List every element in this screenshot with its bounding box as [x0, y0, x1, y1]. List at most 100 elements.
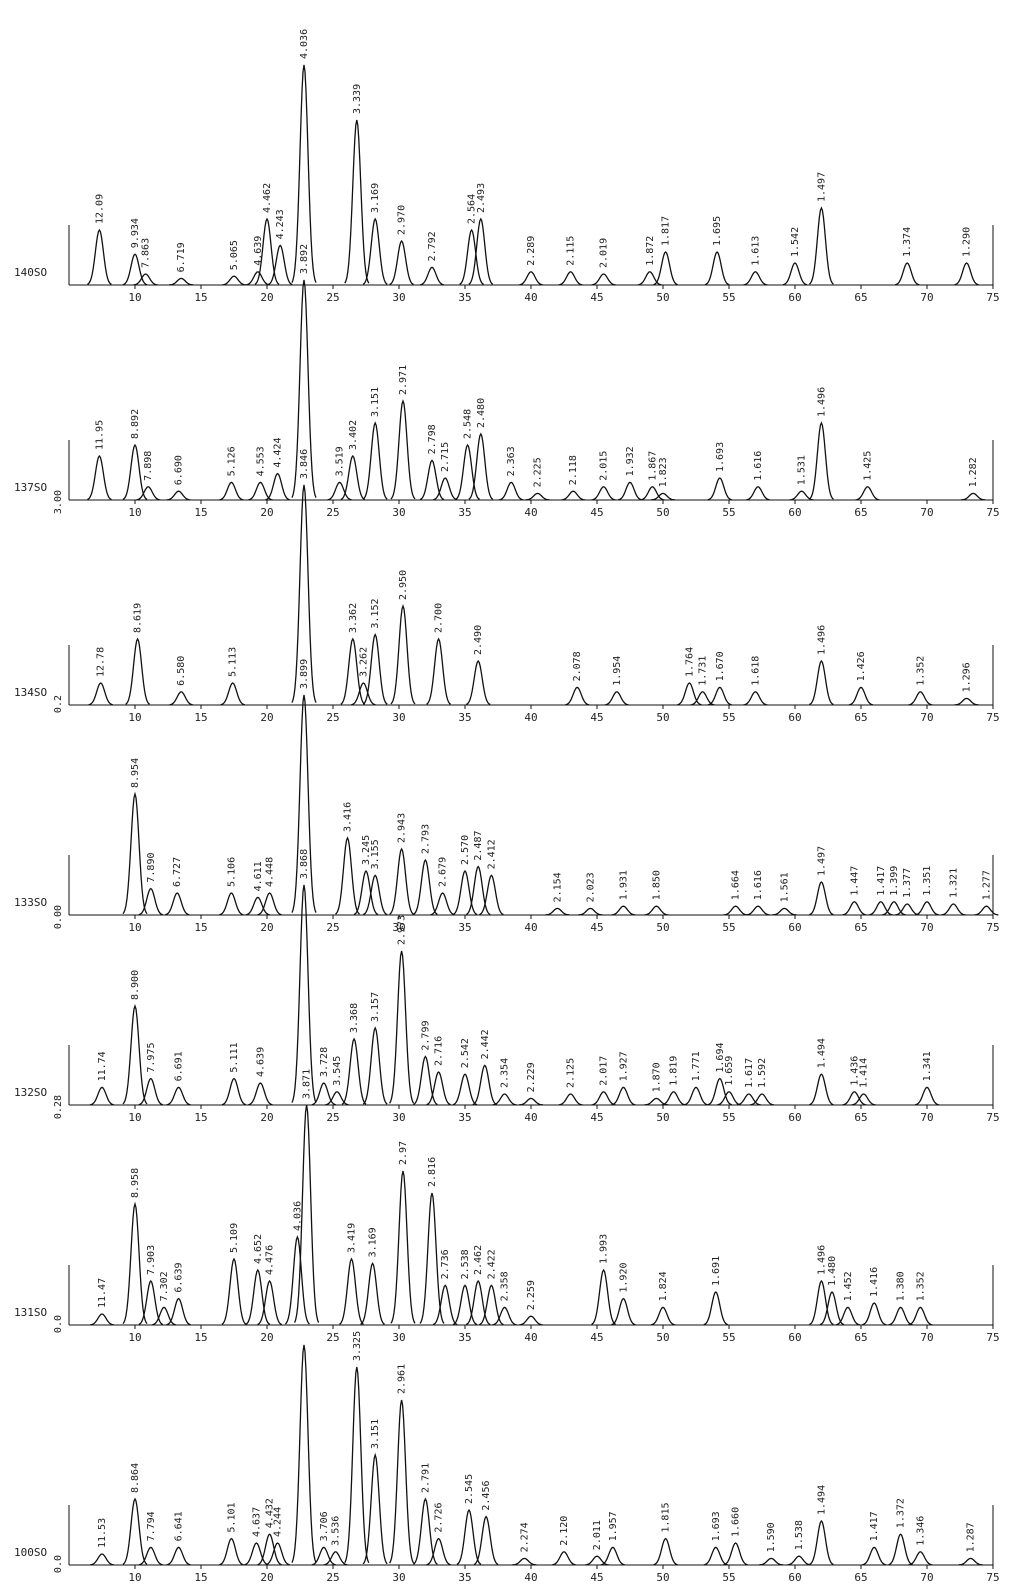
peak-label: 1.824 [658, 1271, 669, 1301]
peak [591, 273, 616, 286]
peak-label: 2.736 [440, 1249, 451, 1279]
peak-label: 1.531 [797, 455, 808, 485]
peak-label: 3.325 [352, 1331, 363, 1361]
peak [362, 633, 388, 705]
x-tick-label: 20 [260, 506, 273, 519]
x-tick-label: 60 [788, 1571, 801, 1584]
x-tick-label: 60 [788, 921, 801, 934]
peak [87, 454, 112, 501]
peak [961, 492, 986, 501]
x-tick-label: 25 [326, 506, 339, 519]
peak-label: 2.973 [397, 915, 408, 945]
peak [245, 271, 270, 286]
peak-label: 4.652 [253, 1234, 264, 1264]
peak [808, 206, 834, 285]
x-tick-label: 55 [722, 711, 735, 724]
x-tick-label: 65 [854, 1331, 867, 1344]
x-tick-label: 45 [590, 1111, 603, 1124]
peak [426, 1071, 451, 1106]
peak-label: 2.422 [486, 1249, 497, 1279]
peak [650, 1306, 676, 1326]
peak [122, 1201, 148, 1325]
peak-label: 2.943 [397, 813, 408, 843]
peak-label: 1.341 [922, 1051, 933, 1081]
x-tick-label: 50 [656, 291, 669, 304]
peak [683, 1086, 709, 1106]
peak [169, 691, 194, 706]
peak [914, 901, 940, 916]
peak [716, 1091, 742, 1106]
peak [219, 892, 244, 916]
peak [166, 1086, 191, 1106]
peak-label: 3.871 [302, 1069, 313, 1099]
peak-label: 4.611 [253, 861, 264, 891]
peak [558, 1093, 583, 1106]
peak-label: 3.402 [348, 420, 359, 450]
x-tick-label: 15 [194, 711, 207, 724]
peak [389, 1399, 415, 1564]
peak [245, 1268, 271, 1325]
x-tick-label: 30 [392, 506, 405, 519]
peak [677, 682, 702, 706]
peak-label: 4.432 [265, 1498, 276, 1528]
peak [362, 217, 388, 285]
peak-label: 9.934 [130, 218, 141, 248]
peak [736, 1093, 761, 1106]
peak-label: 6.727 [172, 857, 183, 887]
peak-label: 1.496 [816, 1245, 827, 1275]
peak [809, 1279, 834, 1326]
peak-label: 2.97 [398, 1141, 409, 1165]
peak-label: 5.109 [229, 1223, 240, 1253]
peak-label: 6.580 [176, 656, 187, 686]
peak-label: 2.115 [566, 236, 577, 266]
peak-label: 1.872 [645, 236, 656, 266]
peak [219, 481, 244, 501]
peak-label: 1.497 [816, 172, 827, 202]
peak-label: 1.659 [724, 1056, 735, 1086]
x-tick-label: 75 [986, 921, 999, 934]
x-tick-label: 65 [854, 1111, 867, 1124]
peak-label: 2.971 [398, 365, 409, 395]
peak-label: 1.870 [651, 1062, 662, 1092]
peak-label: 8.900 [130, 970, 141, 1000]
peak [323, 1551, 348, 1566]
x-tick-label: 35 [458, 921, 471, 934]
peak [954, 697, 979, 706]
x-tick-label: 35 [458, 291, 471, 304]
peak-label: 2.078 [572, 651, 583, 681]
peak [221, 1077, 247, 1106]
peak-label: 3.155 [370, 839, 381, 869]
peak-label: 1.771 [691, 1051, 702, 1081]
peak [468, 432, 494, 500]
peak-label: 1.496 [816, 387, 827, 417]
peak-label: 2.570 [460, 835, 471, 865]
peak-label: 1.282 [968, 457, 979, 487]
x-tick-label: 35 [458, 506, 471, 519]
x-tick-label: 45 [590, 711, 603, 724]
peak-label: 1.823 [658, 457, 669, 487]
peak-label: 3.362 [348, 603, 359, 633]
peak-label: 1.693 [715, 442, 726, 472]
pattern-label: 133SO [14, 896, 47, 909]
peak [492, 1093, 517, 1106]
peak [512, 1557, 537, 1566]
peak [479, 874, 504, 916]
peak-label: 1.694 [715, 1042, 726, 1072]
peak [165, 892, 190, 916]
peak [311, 1082, 336, 1106]
peak [89, 1553, 115, 1566]
x-tick-label: 20 [260, 1111, 273, 1124]
peak-label: 7.302 [159, 1271, 170, 1301]
peak [362, 1026, 388, 1105]
x-tick-label: 30 [392, 1111, 405, 1124]
peak [341, 1037, 367, 1105]
peak [327, 481, 352, 501]
peak [389, 239, 414, 286]
peak [166, 1546, 191, 1566]
peak [842, 1091, 867, 1106]
peak [518, 271, 544, 286]
peak [888, 1306, 913, 1326]
peak [265, 1542, 290, 1566]
peak-label: 4.036 [292, 1201, 303, 1231]
x-tick-label: 15 [194, 291, 207, 304]
